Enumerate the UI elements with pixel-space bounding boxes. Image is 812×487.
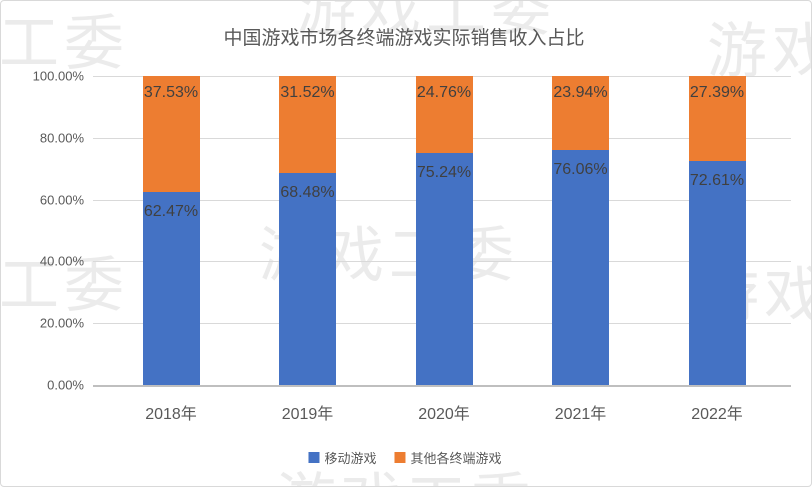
bar-segment-other-2021年 xyxy=(552,76,609,150)
x-axis-tick-label: 2020年 xyxy=(418,406,470,423)
x-axis-tick-label: 2018年 xyxy=(145,406,197,423)
bar-segment-mobile-2022年 xyxy=(688,160,746,385)
data-label-mobile-2020年: 75.24% xyxy=(416,163,472,181)
data-label-other-2019年: 31.52% xyxy=(280,84,335,101)
data-label-other-2018年: 37.53% xyxy=(143,84,199,101)
data-label-other-2022年: 27.39% xyxy=(689,84,745,101)
legend-swatch-icon xyxy=(394,452,406,463)
bar-segment-mobile-2021年 xyxy=(552,149,609,385)
data-label-mobile-2021年: 76.06% xyxy=(553,160,608,178)
chart-title: 中国游戏市场各终端游戏实际销售收入占比 xyxy=(223,28,585,49)
legend-swatch-icon xyxy=(308,452,320,463)
legend-label: 其他各终端游戏 xyxy=(410,451,502,466)
data-label-mobile-2019年: 68.48% xyxy=(280,184,335,202)
bar-segment-other-2019年 xyxy=(279,76,336,174)
y-axis-tick-label: 20.00% xyxy=(39,315,84,331)
data-label-mobile-2022年: 72.61% xyxy=(689,171,745,189)
legend-item-mobile: 移动游戏 xyxy=(308,448,377,467)
chart-legend: 移动游戏 其他各终端游戏 xyxy=(308,448,502,467)
data-label-other-2021年: 23.94% xyxy=(553,84,608,101)
y-axis-tick-label: 100.00% xyxy=(32,68,84,84)
x-axis-tick-label: 2019年 xyxy=(281,406,334,423)
x-axis-line xyxy=(93,385,791,387)
y-axis-tick-label: 60.00% xyxy=(39,192,84,208)
legend-label: 移动游戏 xyxy=(324,451,377,466)
y-axis-tick-label: 80.00% xyxy=(39,130,84,146)
y-axis-tick-label: 0.00% xyxy=(47,377,84,393)
x-axis-tick-label: 2021年 xyxy=(554,406,607,423)
x-axis-tick-label: 2022年 xyxy=(691,406,743,423)
bar-segment-mobile-2019年 xyxy=(279,173,336,385)
data-label-mobile-2018年: 62.47% xyxy=(143,202,199,220)
bar-segment-other-2018年 xyxy=(142,76,200,192)
data-label-other-2020年: 24.76% xyxy=(416,84,472,101)
bar-segment-mobile-2020年 xyxy=(415,152,473,385)
bar-segment-other-2022年 xyxy=(688,76,746,161)
y-axis-tick-label: 40.00% xyxy=(39,253,84,269)
bar-segment-mobile-2018年 xyxy=(142,191,200,385)
legend-item-other: 其他各终端游戏 xyxy=(394,448,502,467)
bar-segment-other-2020年 xyxy=(415,76,473,153)
